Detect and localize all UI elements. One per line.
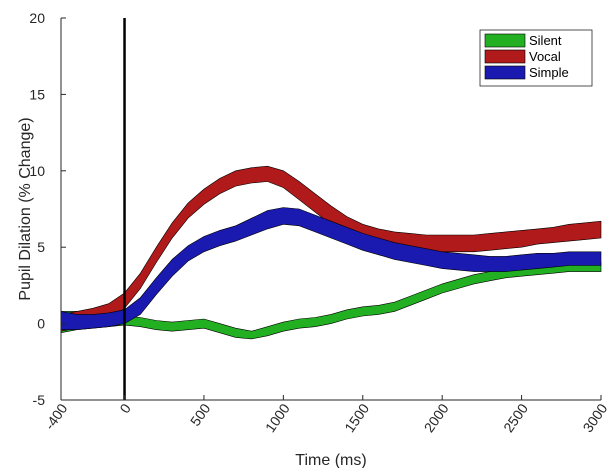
y-tick-label: 5	[37, 239, 45, 255]
y-tick-label: 20	[29, 10, 45, 26]
x-tick-label: 2000	[421, 400, 452, 435]
x-tick-label: 3000	[579, 400, 610, 435]
x-tick-label: 500	[187, 400, 214, 428]
x-tick-label: 0	[116, 400, 134, 416]
axes	[60, 18, 601, 401]
x-ticks: -400 0 500 1000 1500 2000 2500 3000	[41, 395, 611, 435]
band-simple	[60, 207, 602, 330]
legend-label-vocal: Vocal	[529, 49, 561, 64]
x-tick-label: -400	[41, 400, 70, 432]
x-tick-label: 1500	[341, 400, 372, 435]
y-ticks: -5 0 5 10 15 20	[29, 10, 66, 408]
legend-swatch-vocal	[484, 49, 526, 64]
x-tick-label: 2500	[500, 400, 531, 435]
x-axis-label: Time (ms)	[295, 452, 366, 468]
y-tick-label: 15	[29, 86, 45, 102]
y-tick-label: -5	[33, 392, 46, 408]
x-tick-label: 1000	[262, 400, 293, 435]
band-vocal	[60, 165, 602, 332]
y-axis-label: Pupil Dilation (% Change)	[17, 117, 34, 300]
legend-label-silent: Silent	[529, 33, 562, 48]
band-silent	[60, 262, 602, 340]
legend-swatch-silent	[484, 33, 526, 48]
series-bands	[60, 165, 602, 340]
y-tick-label: 0	[37, 316, 45, 332]
y-tick-label: 10	[29, 163, 45, 179]
legend-label-simple: Simple	[529, 65, 569, 80]
legend-swatch-simple	[484, 65, 526, 80]
